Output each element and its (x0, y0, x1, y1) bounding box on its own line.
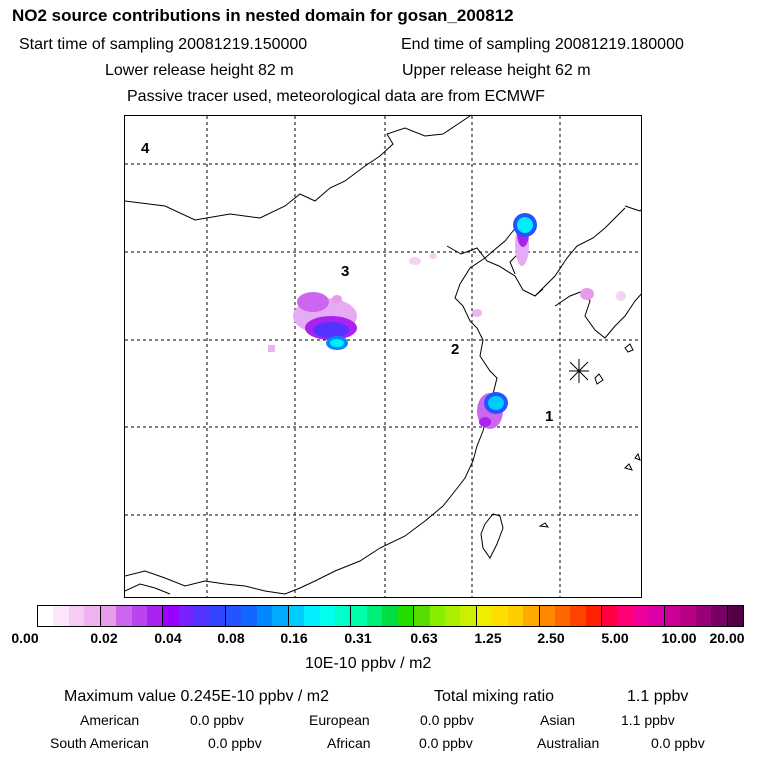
american-value: 0.0 ppbv (190, 712, 244, 728)
colorbar (37, 605, 744, 627)
colorbar-tick-5: 0.31 (344, 630, 372, 646)
colorbar-swatch (163, 606, 179, 626)
colorbar-tick-2: 0.04 (154, 630, 182, 646)
colorbar-swatch (570, 606, 586, 626)
map-panel: 1 2 3 4 (124, 115, 642, 598)
region-label-3: 3 (341, 263, 350, 280)
total-mixing-value: 1.1 ppbv (627, 688, 689, 705)
colorbar-swatch (554, 606, 571, 626)
lower-release-label: Lower release height 82 m (105, 62, 294, 79)
african-label: African (327, 735, 371, 751)
colorbar-swatch (727, 606, 743, 626)
colorbar-swatch (100, 606, 117, 626)
region-label-4: 4 (141, 140, 150, 157)
total-mixing-label: Total mixing ratio (434, 688, 555, 705)
african-value: 0.0 ppbv (419, 735, 473, 751)
colorbar-swatch (664, 606, 681, 626)
colorbar-swatch (695, 606, 712, 626)
australian-value: 0.0 ppbv (651, 735, 705, 751)
colorbar-swatch (429, 606, 445, 626)
coastlines (125, 116, 641, 595)
colorbar-tick-10: 10.00 (661, 630, 697, 646)
colorbar-swatch (539, 606, 555, 626)
colorbar-swatch (146, 606, 164, 626)
colorbar-swatch (476, 606, 493, 626)
colorbar-swatch (680, 606, 696, 626)
colorbar-units: 10E-10 ppbv / m2 (305, 655, 432, 672)
colorbar-swatch (351, 606, 367, 626)
colorbar-swatch (194, 606, 210, 626)
asterisk-icon (569, 359, 589, 383)
colorbar-swatch (38, 606, 54, 626)
asian-value: 1.1 ppbv (621, 712, 675, 728)
region-label-1: 1 (545, 408, 554, 425)
european-label: European (309, 712, 370, 728)
colorbar-swatch (272, 606, 289, 626)
map-canvas (125, 116, 641, 597)
colorbar-swatch (131, 606, 147, 626)
colorbar-swatch (226, 606, 242, 626)
european-value: 0.0 ppbv (420, 712, 474, 728)
plume-region-3 (268, 292, 357, 352)
tracer-note: Passive tracer used, meteorological data… (127, 88, 545, 105)
colorbar-tick-1: 0.02 (90, 630, 118, 646)
colorbar-swatch (460, 606, 477, 626)
max-value-label: Maximum value 0.245E-10 ppbv / m2 (64, 688, 330, 705)
colorbar-swatch (366, 606, 383, 626)
colorbar-swatch (648, 606, 665, 626)
south-american-value: 0.0 ppbv (208, 735, 262, 751)
colorbar-swatch (209, 606, 227, 626)
colorbar-swatch (711, 606, 728, 626)
colorbar-swatch (68, 606, 85, 626)
american-label: American (80, 712, 140, 728)
colorbar-tick-9: 5.00 (601, 630, 629, 646)
colorbar-swatch (602, 606, 618, 626)
australian-label: Australian (537, 735, 600, 751)
colorbar-tick-6: 0.63 (410, 630, 438, 646)
grid-lines (125, 116, 641, 597)
colorbar-tick-0: 0.00 (11, 630, 39, 646)
colorbar-tick-4: 0.16 (280, 630, 308, 646)
colorbar-swatch (116, 606, 132, 626)
colorbar-swatch (633, 606, 649, 626)
colorbar-swatch (617, 606, 634, 626)
colorbar-tick-3: 0.08 (217, 630, 245, 646)
colorbar-swatch (492, 606, 508, 626)
colorbar-swatch (444, 606, 461, 626)
start-time-label: Start time of sampling 20081219.150000 (19, 36, 308, 53)
region-label-2: 2 (451, 341, 460, 358)
plume-region-1 (477, 392, 508, 429)
plume-north-source (409, 213, 626, 317)
colorbar-swatch (53, 606, 69, 626)
colorbar-swatch (414, 606, 430, 626)
colorbar-swatch (288, 606, 305, 626)
colorbar-tick-7: 1.25 (474, 630, 502, 646)
colorbar-tick-11: 20.00 (709, 630, 745, 646)
colorbar-swatch (397, 606, 415, 626)
colorbar-swatch (319, 606, 336, 626)
end-time-label: End time of sampling 20081219.180000 (401, 36, 684, 53)
chart-title: NO2 source contributions in nested domai… (12, 6, 514, 25)
asian-label: Asian (540, 712, 576, 728)
colorbar-swatch (178, 606, 195, 626)
colorbar-swatch (335, 606, 352, 626)
colorbar-swatch (256, 606, 273, 626)
colorbar-swatch (84, 606, 101, 626)
colorbar-swatch (523, 606, 540, 626)
colorbar-swatch (507, 606, 524, 626)
upper-release-label: Upper release height 62 m (402, 62, 591, 79)
colorbar-swatch (585, 606, 603, 626)
colorbar-swatch (382, 606, 398, 626)
colorbar-tick-8: 2.50 (537, 630, 565, 646)
colorbar-swatch (304, 606, 320, 626)
colorbar-swatch (241, 606, 257, 626)
south-american-label: South American (50, 735, 149, 751)
